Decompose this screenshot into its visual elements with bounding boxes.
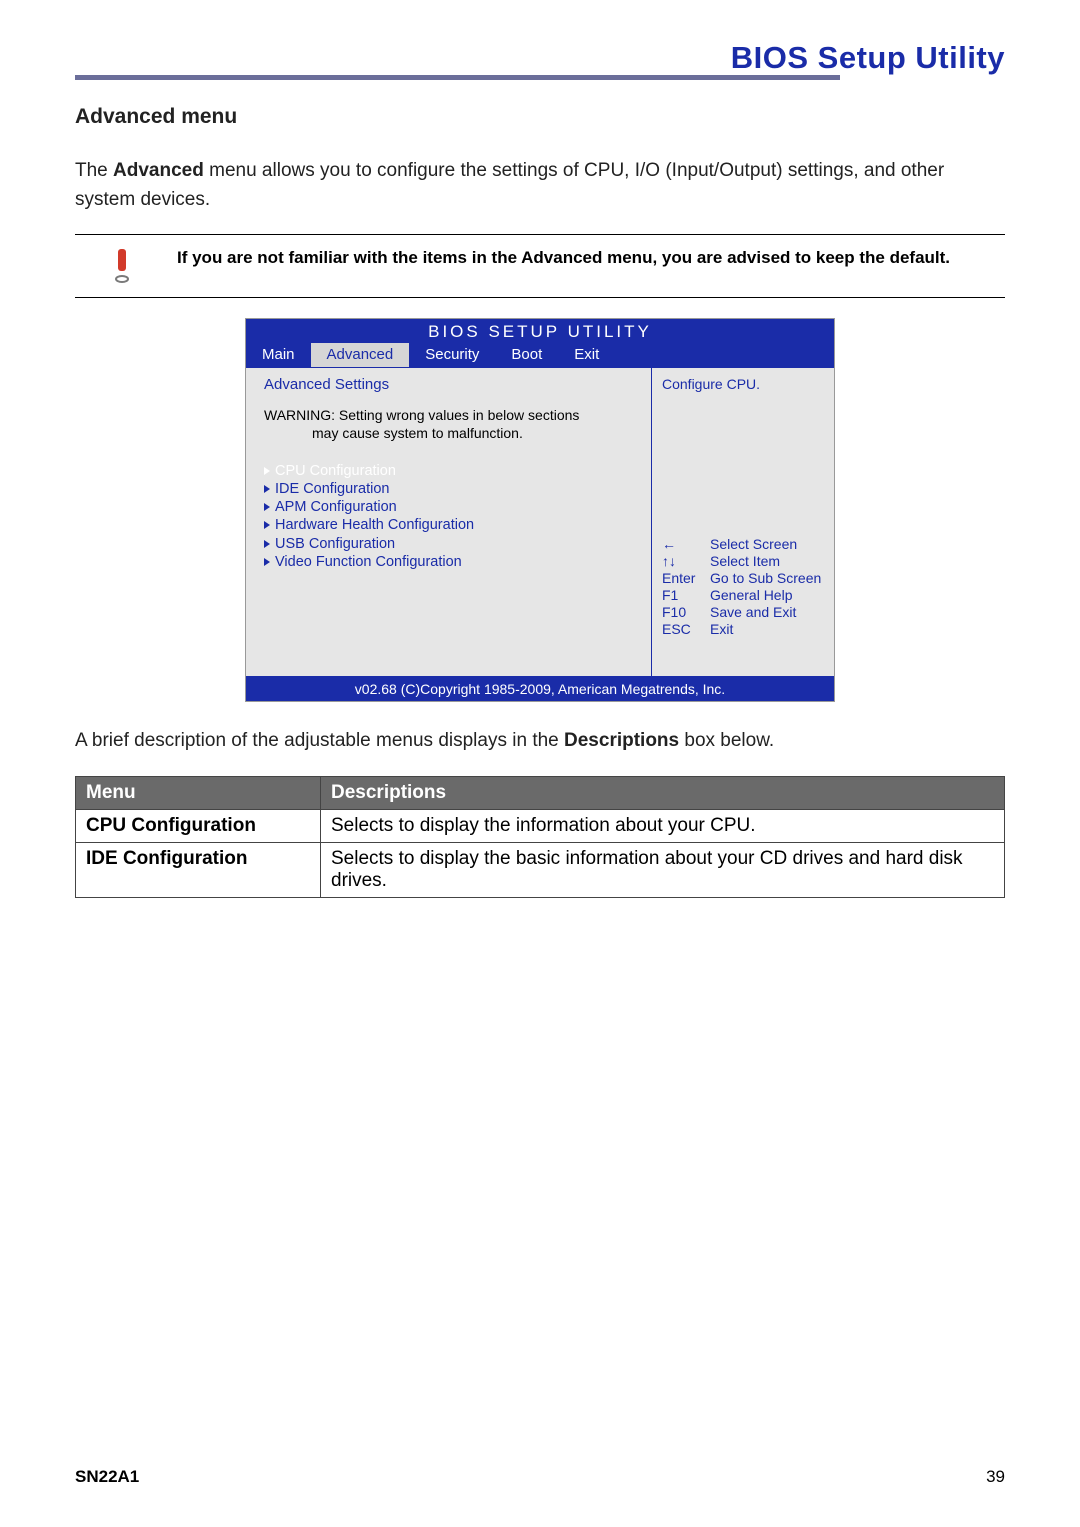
table-cell-desc: Selects to display the information about… [321, 810, 1005, 843]
table-col-menu: Menu [76, 777, 321, 810]
bios-key-row: ←Select Screen [662, 536, 826, 553]
table-row: IDE Configuration Selects to display the… [76, 843, 1005, 898]
bios-item-label: APM Configuration [275, 498, 397, 516]
bios-key-k: F1 [662, 587, 710, 604]
bios-tab-advanced[interactable]: Advanced [311, 343, 410, 367]
bios-tab-exit[interactable]: Exit [558, 343, 615, 367]
bios-key-k: ESC [662, 621, 710, 638]
intro-pre: The [75, 160, 113, 181]
bios-tab-security[interactable]: Security [409, 343, 495, 367]
triangle-icon [264, 540, 270, 548]
note-divider-top [75, 234, 1005, 235]
bios-item-apm[interactable]: APM Configuration [264, 498, 639, 516]
bios-key-k: F10 [662, 604, 710, 621]
triangle-icon [264, 521, 270, 529]
bios-warning-line2: may cause system to malfunction. [264, 425, 639, 443]
table-col-descriptions: Descriptions [321, 777, 1005, 810]
triangle-icon [264, 503, 270, 511]
bios-item-label: Video Function Configuration [275, 553, 462, 571]
bios-section-label: Advanced Settings [264, 376, 639, 393]
bios-warning-line1: WARNING: Setting wrong values in below s… [264, 407, 579, 423]
bios-tabs: Main Advanced Security Boot Exit [246, 343, 834, 367]
bios-item-video[interactable]: Video Function Configuration [264, 553, 639, 571]
bios-help-text: Configure CPU. [662, 376, 826, 536]
header-accent-bar [75, 75, 840, 80]
descriptions-table: Menu Descriptions CPU Configuration Sele… [75, 776, 1005, 898]
page-footer: SN22A1 39 [75, 1467, 1005, 1487]
caution-note: If you are not familiar with the items i… [75, 243, 1005, 287]
caution-text: If you are not familiar with the items i… [177, 247, 970, 270]
triangle-icon [264, 485, 270, 493]
bios-item-label: Hardware Health Configuration [275, 516, 474, 534]
bios-key-k: ← [662, 536, 710, 553]
bios-key-legend: ←Select Screen ↑↓Select Item EnterGo to … [662, 536, 826, 638]
bios-left-panel: Advanced Settings WARNING: Setting wrong… [246, 367, 652, 677]
table-cell-menu: IDE Configuration [76, 843, 321, 898]
bios-footer: v02.68 (C)Copyright 1985-2009, American … [246, 677, 834, 701]
bios-item-usb[interactable]: USB Configuration [264, 535, 639, 553]
bios-item-hwhealth[interactable]: Hardware Health Configuration [264, 516, 639, 534]
bios-key-v: Save and Exit [710, 604, 796, 621]
bios-warning: WARNING: Setting wrong values in below s… [264, 407, 639, 442]
triangle-icon [264, 467, 270, 475]
bios-right-panel: Configure CPU. ←Select Screen ↑↓Select I… [652, 367, 834, 677]
bios-key-v: General Help [710, 587, 793, 604]
bios-key-k: Enter [662, 570, 710, 587]
note-divider-bottom [75, 297, 1005, 298]
bios-screenshot: BIOS SETUP UTILITY Main Advanced Securit… [245, 318, 835, 702]
bios-item-label: USB Configuration [275, 535, 395, 553]
intro-post: menu allows you to configure the setting… [75, 160, 944, 210]
lead-bold: Descriptions [564, 730, 679, 751]
bios-body: Advanced Settings WARNING: Setting wrong… [246, 367, 834, 677]
bios-tab-boot[interactable]: Boot [495, 343, 558, 367]
footer-page-number: 39 [986, 1467, 1005, 1487]
header-title: BIOS Setup Utility [731, 40, 1005, 76]
bios-item-ide[interactable]: IDE Configuration [264, 480, 639, 498]
bios-key-row: ESCExit [662, 621, 826, 638]
lead-pre: A brief description of the adjustable me… [75, 730, 564, 751]
section-intro: The Advanced menu allows you to configur… [75, 157, 1005, 214]
bios-item-label: IDE Configuration [275, 480, 389, 498]
intro-bold: Advanced [113, 160, 204, 181]
bios-tab-main[interactable]: Main [246, 343, 311, 367]
section-heading: Advanced menu [75, 105, 1005, 129]
bios-item-label: CPU Configuration [275, 462, 396, 480]
bios-key-v: Select Item [710, 553, 780, 570]
table-cell-menu: CPU Configuration [76, 810, 321, 843]
descriptions-lead: A brief description of the adjustable me… [75, 730, 1005, 752]
bios-key-row: ↑↓Select Item [662, 553, 826, 570]
bios-title: BIOS SETUP UTILITY [246, 319, 834, 343]
bios-item-cpu[interactable]: CPU Configuration [264, 462, 639, 480]
bios-key-row: F10Save and Exit [662, 604, 826, 621]
caution-icon [115, 247, 129, 283]
table-header-row: Menu Descriptions [76, 777, 1005, 810]
bios-key-v: Select Screen [710, 536, 797, 553]
bios-key-k: ↑↓ [662, 553, 710, 570]
lead-post: box below. [679, 730, 774, 751]
table-row: CPU Configuration Selects to display the… [76, 810, 1005, 843]
bios-key-v: Exit [710, 621, 733, 638]
triangle-icon [264, 558, 270, 566]
table-cell-desc: Selects to display the basic information… [321, 843, 1005, 898]
footer-model: SN22A1 [75, 1467, 139, 1487]
bios-key-v: Go to Sub Screen [710, 570, 821, 587]
bios-key-row: F1General Help [662, 587, 826, 604]
bios-key-row: EnterGo to Sub Screen [662, 570, 826, 587]
